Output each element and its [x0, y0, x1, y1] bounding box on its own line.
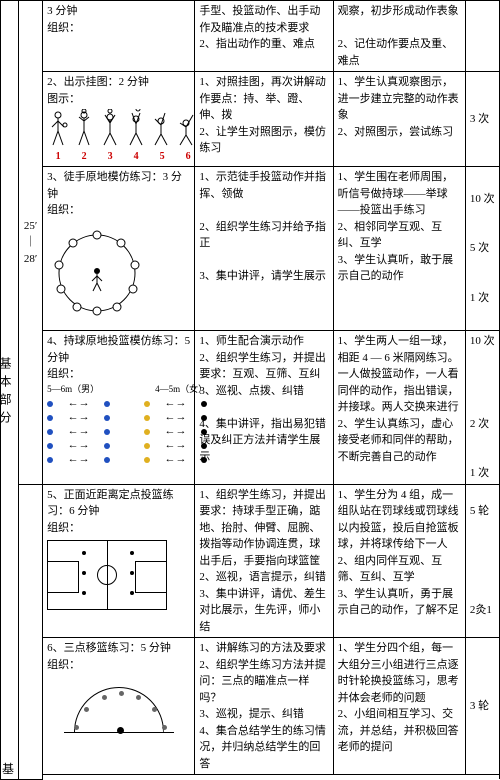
teacher-cell: 手型、投篮动作、出手动作及瞄准点的技术要求 2、指出动作的重、难点: [195, 1, 333, 72]
section-label: 基本部分: [1, 1, 19, 780]
count-cell: 10 次 5 次 1 次: [465, 167, 499, 331]
count-cell: [465, 1, 499, 72]
table-row: 4、持球原地投篮模仿练习：5 分钟 组织： 5—6m（男）4—5m（女） ←→ …: [1, 331, 500, 485]
count-cell: 5 轮 2灸1: [465, 484, 499, 638]
activity-title: 4、持球原地投篮模仿练习：5 分钟: [47, 333, 190, 366]
table-row: 2、出示挂图：2 分钟 图示： 1 2 3 4 5 6 1、对照挂图，再次讲解动…: [1, 72, 500, 167]
pair-pass-diagram: 5—6m（男）4—5m（女） ←→ ←→ ←→ ←→ ←→ ←→ ←→ ←→ ←…: [47, 383, 207, 467]
teacher-cell: 1、示范徒手投篮动作并指挥、领做 2、组织学生练习并给予指正 3、集中讲评，请学…: [195, 167, 333, 331]
activity-title: 5、正面近距离定点投篮练习：6 分钟: [47, 487, 190, 520]
activity-title: 6、三点移篮练习：5 分钟: [47, 640, 190, 657]
student-cell: 1、学生围在老师周围，听信号做持球——举球——投篮出手练习 2、相邻同学互观、互…: [333, 167, 465, 331]
activity-sub: 组织：: [47, 657, 190, 674]
basketball-figures-diagram: 1 2 3 4 5 6: [47, 109, 190, 164]
count-cell: 3 轮: [465, 638, 499, 775]
activity-cell: 3 分钟 组织：: [43, 1, 195, 72]
count-cell: 10 次 2 次 1 次: [465, 331, 499, 485]
activity-cell: 2、出示挂图：2 分钟 图示： 1 2 3 4 5 6: [43, 72, 195, 167]
activity-sub: 图示：: [47, 91, 190, 108]
table-row: 基本部分 25′ ｜ 28′ 3 分钟 组织： 手型、投篮动作、出手动作及瞄准点…: [1, 1, 500, 72]
full-court-diagram: [47, 540, 167, 610]
distance-label-left: 5—6m（男）: [47, 383, 99, 397]
student-cell: 观察，初步形成动作表象 2、记住动作要点及重、难点: [333, 1, 465, 72]
activity-sub: 组织：: [47, 366, 190, 383]
teacher-cell: 1、师生配合演示动作 2、组织学生练习，并提出要求：互观、互筛、互纠 3、巡视、…: [195, 331, 333, 485]
activity-sub: 组织：: [47, 202, 190, 219]
activity-title: 3、徒手原地模仿练习：3 分钟: [47, 169, 190, 202]
teacher-cell: 1、对照挂图，再次讲解动作要点：持、举、蹬、伸、拨 2、让学生对照图示，模仿练习: [195, 72, 333, 167]
circle-formation-diagram: [47, 223, 147, 323]
count-cell: 3 次: [465, 72, 499, 167]
student-cell: 1、学生认真观察图示，进一步建立完整的动作表象 2、对照图示，尝试练习: [333, 72, 465, 167]
activity-cell: 5、正面近距离定点投篮练习：6 分钟 组织：: [43, 484, 195, 638]
three-point-diagram: [54, 677, 184, 757]
teacher-cell: 1、组织学生练习，并提出要求：持球手型正确，踮地、抬肘、伸臂、屈腕、拨指等动作协…: [195, 484, 333, 638]
student-cell: 1、学生两人一组一球，相距 4 — 6 米隔网练习。一人做投篮动作，一人看同伴的…: [333, 331, 465, 485]
student-cell: 1、学生分四个组，每一大组分三小组进行三点逐时针轮换投篮练习，思考并体会老师的问…: [333, 638, 465, 775]
student-cell: 1、学生分为 4 组，成一组队站在罚球线或罚球线以内投篮，投后自抢篮板球，并将球…: [333, 484, 465, 638]
activity-title: 2、出示挂图：2 分钟: [47, 74, 190, 91]
table-row: 6、三点移篮练习：5 分钟 组织： 1、讲解练习的方法及要求 2、组织学生练习方…: [1, 638, 500, 775]
table-row: [1, 775, 500, 780]
activity-cell: 6、三点移篮练习：5 分钟 组织：: [43, 638, 195, 775]
activity-sub: 组织：: [47, 520, 190, 537]
activity-cell: 4、持球原地投篮模仿练习：5 分钟 组织： 5—6m（男）4—5m（女） ←→ …: [43, 331, 195, 485]
activity-sub: 组织：: [47, 20, 190, 37]
section-label-bottom: 基: [2, 760, 14, 778]
activity-cell: 3、徒手原地模仿练习：3 分钟 组织：: [43, 167, 195, 331]
table-row: 5、正面近距离定点投篮练习：6 分钟 组织： 1、组织学生练习，并提出要求：持球…: [1, 484, 500, 638]
time-range: 25′ ｜ 28′: [19, 1, 43, 485]
lesson-plan-table: 基本部分 25′ ｜ 28′ 3 分钟 组织： 手型、投篮动作、出手动作及瞄准点…: [0, 0, 500, 780]
activity-title: 3 分钟: [47, 3, 190, 20]
empty-time-cell: [19, 484, 43, 779]
teacher-cell: 1、讲解练习的方法及要求 2、组织学生练习方法并提问：三点的瞄准点一样吗？ 3、…: [195, 638, 333, 775]
table-row: 3、徒手原地模仿练习：3 分钟 组织： 1、示范徒手投篮动作并指挥、领做 2、组…: [1, 167, 500, 331]
